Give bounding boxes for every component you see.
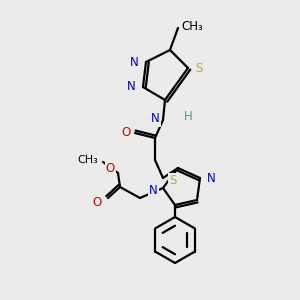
Text: N: N [149,184,158,197]
Text: S: S [195,61,202,74]
Text: N: N [207,172,216,184]
Text: S: S [169,175,176,188]
Text: CH₃: CH₃ [181,20,203,32]
Text: H: H [184,110,193,122]
Text: O: O [122,127,131,140]
Text: N: N [127,80,136,94]
Text: N: N [130,56,139,68]
Text: N: N [151,112,160,125]
Text: CH₃: CH₃ [77,155,98,165]
Text: O: O [93,196,102,208]
Text: O: O [106,161,115,175]
